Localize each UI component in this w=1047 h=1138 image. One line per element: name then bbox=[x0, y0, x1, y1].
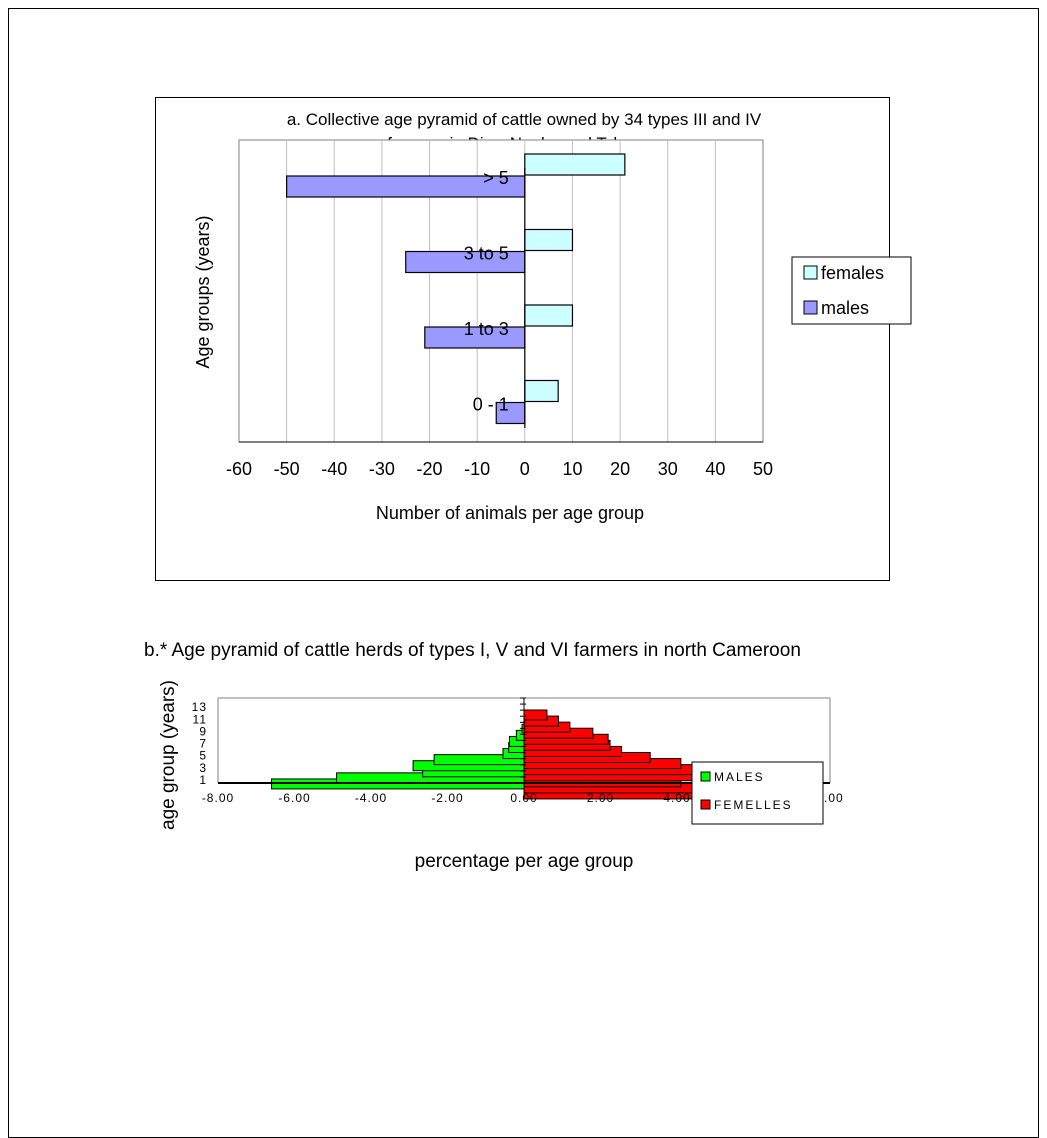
chart-a-x-tick-label: -40 bbox=[321, 459, 347, 479]
chart-a-bar-females bbox=[524, 153, 626, 176]
chart-a-category-label: > 5 bbox=[483, 168, 509, 188]
chart-b-legend-label-males: MALES bbox=[714, 770, 765, 784]
chart-b-y-axis-label: age group (years) bbox=[158, 680, 179, 830]
chart-a-x-tick-label: 20 bbox=[610, 459, 630, 479]
chart-b-x-tick-label: -6.00 bbox=[278, 791, 310, 805]
chart-a-category-label: 3 to 5 bbox=[464, 244, 509, 264]
chart-b-x-tick-label: -2.00 bbox=[431, 791, 463, 805]
chart-b-x-tick-label: 0.00 bbox=[510, 791, 537, 805]
chart-a-x-tick-label: -20 bbox=[417, 459, 443, 479]
chart-a-x-tick-label: 40 bbox=[705, 459, 725, 479]
chart-a-y-axis-label: Age groups (years) bbox=[193, 215, 213, 368]
chart-a-x-tick-label: 50 bbox=[753, 459, 773, 479]
chart-a-frame bbox=[155, 97, 890, 581]
chart-b-y-tick-label: 11 bbox=[193, 712, 207, 726]
chart-a-legend-label-males: males bbox=[821, 298, 869, 318]
chart-b-y-tick-label: 7 bbox=[199, 737, 207, 751]
chart-a-bar-females bbox=[524, 379, 559, 403]
chart-a-legend-label-females: females bbox=[821, 263, 884, 283]
chart-b-y-tick-label: 1 bbox=[199, 773, 207, 787]
chart-b-y-tick-label: 3 bbox=[199, 761, 207, 775]
chart-b-legend-label-femelles: FEMELLES bbox=[714, 798, 793, 812]
chart-b-y-tick-label: 13 bbox=[192, 700, 207, 714]
chart-a-legend-swatch-females bbox=[803, 265, 818, 280]
chart-a-x-tick-label: 0 bbox=[520, 459, 530, 479]
chart-a-category-label: 1 to 3 bbox=[464, 319, 509, 339]
chart-b-legend-swatch-femelles bbox=[700, 799, 711, 810]
chart-a-title-line1: a. Collective age pyramid of cattle owne… bbox=[287, 110, 762, 129]
chart-b-x-axis-label: percentage per age group bbox=[415, 851, 634, 872]
chart-b-legend-swatch-males bbox=[700, 771, 711, 782]
chart-b-plot: -8.00-6.00-4.00-2.000.002.004.006.008.00… bbox=[192, 697, 843, 825]
chart-a-category-label: 0 - 1 bbox=[473, 395, 509, 415]
chart-a-x-tick-label: -30 bbox=[369, 459, 395, 479]
chart-a-x-tick-label: -60 bbox=[226, 459, 252, 479]
chart-b-legend-box bbox=[691, 761, 824, 825]
chart-a-x-tick-label: 30 bbox=[658, 459, 678, 479]
chart-b-x-tick-label: 4.00 bbox=[663, 791, 690, 805]
chart-b-x-tick-label: 2.00 bbox=[587, 791, 614, 805]
chart-b-y-tick-label: 5 bbox=[199, 749, 207, 763]
chart-a-bar-females bbox=[524, 304, 574, 327]
chart-a-legend-swatch-males bbox=[803, 300, 818, 315]
chart-b-y-tick-label: 9 bbox=[199, 724, 207, 738]
chart-b-title: b.* Age pyramid of cattle herds of types… bbox=[144, 640, 801, 661]
chart-a-plot: -60 -50 -40 -30 -20 -10 0 10 20 30 40 50 0 - 1 1 to 3… bbox=[226, 139, 912, 479]
chart-b-bar-femelles bbox=[523, 709, 548, 721]
chart-a-x-tick-label: -50 bbox=[274, 459, 300, 479]
chart-a-x-axis-label: Number of animals per age group bbox=[376, 503, 644, 523]
chart-a-x-tick-label: 10 bbox=[562, 459, 582, 479]
chart-b-x-tick-label: -4.00 bbox=[355, 791, 387, 805]
chart-a-bar-females bbox=[524, 228, 574, 252]
chart-b-x-tick-label: -8.00 bbox=[202, 791, 234, 805]
chart-a-x-tick-label: -10 bbox=[464, 459, 490, 479]
